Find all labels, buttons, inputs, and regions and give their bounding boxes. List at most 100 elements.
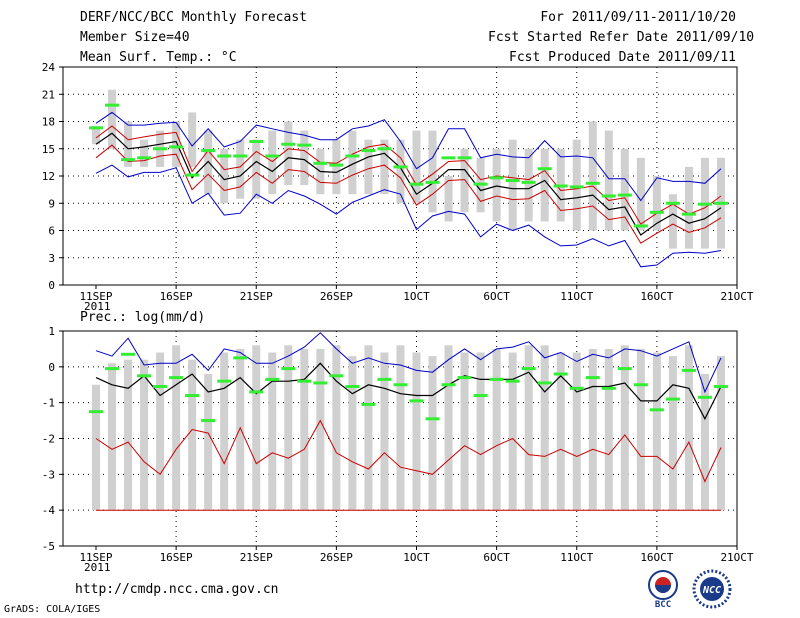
x-tick-label: 1OCT	[403, 290, 430, 303]
y-tick-label: 6	[48, 225, 55, 238]
y-tick-label: -5	[42, 540, 55, 553]
ensemble-spread-box	[412, 130, 421, 204]
ensemble-spread-box	[156, 352, 165, 511]
observation-marker	[105, 103, 120, 107]
y-tick-label: 18	[42, 116, 55, 129]
bcc-logo-text: BCC	[655, 600, 671, 608]
observation-marker	[217, 379, 232, 383]
x-tick-label: 16OCT	[640, 290, 673, 303]
x-tick-label: 21OCT	[720, 551, 753, 564]
ensemble-spread-box	[620, 345, 629, 511]
ncc-logo-text: NCC	[702, 585, 721, 596]
observation-marker	[345, 154, 360, 158]
ensemble-spread-box	[188, 359, 197, 511]
observation-marker	[169, 376, 184, 380]
observation-marker	[521, 180, 536, 184]
ensemble-spread-box	[444, 176, 453, 222]
observation-marker	[249, 390, 264, 394]
y-tick-label: 0	[48, 361, 55, 374]
x-tick-label: 21SEP	[240, 551, 273, 564]
variable-label: Mean Surf. Temp.: °C	[80, 50, 237, 65]
ensemble-spread-box	[348, 356, 357, 511]
ensemble-spread-box	[92, 384, 100, 511]
observation-marker	[201, 149, 216, 153]
observation-marker	[441, 156, 456, 160]
ensemble-spread-box	[636, 157, 645, 231]
ensemble-spread-box	[124, 121, 133, 167]
ensemble-spread-box	[604, 348, 613, 511]
observation-marker	[425, 417, 440, 421]
x-tick-label: 16SEP	[160, 551, 193, 564]
observation-marker	[329, 163, 344, 167]
observation-marker	[601, 194, 616, 198]
observation-marker	[489, 377, 504, 381]
source-url[interactable]: http://cmdp.ncc.cma.gov.cn	[75, 582, 279, 597]
ensemble-spread-box	[572, 139, 581, 231]
grads-credit: GrADS: COLA/IGES	[4, 604, 101, 615]
ensemble-spread-box	[236, 348, 245, 511]
observation-marker	[697, 202, 712, 206]
observation-marker	[361, 402, 376, 406]
ensemble-spread-box	[684, 166, 693, 249]
envelope-max-line	[95, 332, 722, 394]
ensemble-spread-box	[252, 139, 261, 199]
observation-marker	[585, 181, 600, 185]
observation-marker	[201, 419, 216, 423]
envelope-min-line	[95, 164, 722, 268]
observation-marker	[553, 372, 568, 376]
observation-marker	[633, 383, 648, 387]
ensemble-spread-box	[380, 139, 389, 195]
ensemble-spread-box	[668, 356, 677, 511]
ensemble-spread-box	[492, 148, 501, 222]
ensemble-spread-box	[108, 89, 117, 149]
observation-marker	[329, 374, 344, 378]
observation-marker	[441, 383, 456, 387]
observation-marker	[345, 385, 360, 389]
observation-marker	[409, 182, 424, 186]
ensemble-spread-box	[300, 130, 309, 186]
ensemble-spread-box	[604, 130, 613, 231]
observation-marker	[505, 179, 520, 183]
observation-marker	[265, 377, 280, 381]
ensemble-spread-box	[268, 352, 277, 511]
forecast-period: For 2011/09/11-2011/10/20	[540, 10, 736, 25]
ensemble-spread-box	[412, 352, 421, 511]
x-tick-label: 16SEP	[160, 290, 193, 303]
ncc-logo: NCC	[692, 569, 732, 609]
observation-marker	[681, 212, 696, 216]
ensemble-spread-box	[524, 345, 533, 511]
ensemble-spread-box	[300, 348, 309, 511]
y-tick-label: -1	[42, 397, 55, 410]
y-tick-label: 9	[48, 197, 55, 210]
observation-marker	[553, 184, 568, 188]
x-tick-label: 21SEP	[240, 290, 273, 303]
ensemble-spread-box	[140, 139, 149, 167]
ensemble-spread-box	[588, 348, 597, 511]
ensemble-spread-box	[524, 148, 533, 222]
observation-marker	[265, 154, 280, 158]
envelope-max-line	[95, 111, 722, 202]
member-size-label: Member Size=40	[80, 30, 190, 45]
observation-marker	[473, 182, 488, 186]
ensemble-spread-box	[428, 130, 437, 213]
ensemble-spread-box	[556, 352, 565, 511]
observation-marker	[377, 147, 392, 151]
ensemble-spread-box	[652, 352, 661, 511]
y-tick-label: 24	[42, 61, 56, 74]
ensemble-spread-box	[172, 345, 181, 511]
ensemble-spread-box	[284, 121, 293, 186]
observation-marker	[489, 176, 504, 180]
observation-marker	[377, 377, 392, 381]
observation-marker	[409, 399, 424, 403]
observation-marker	[281, 142, 296, 146]
header-right: For 2011/09/11-2011/10/20 Fcst Started R…	[488, 10, 754, 70]
chart-panel-2: -5 -4 -3 -2 -1 0 1 11SEP 16SEP 21SEP 26SEP 1OCT 6OCT…	[42, 310, 754, 574]
ensemble-spread-box	[364, 139, 373, 195]
ensemble-lower-line	[95, 144, 722, 244]
observation-marker	[105, 367, 120, 371]
observation-marker	[537, 381, 552, 385]
x-tick-year-label: 2011	[84, 300, 111, 313]
ensemble-spread-box	[540, 345, 549, 511]
ensemble-spread-box	[204, 374, 213, 511]
observation-marker	[169, 145, 184, 149]
